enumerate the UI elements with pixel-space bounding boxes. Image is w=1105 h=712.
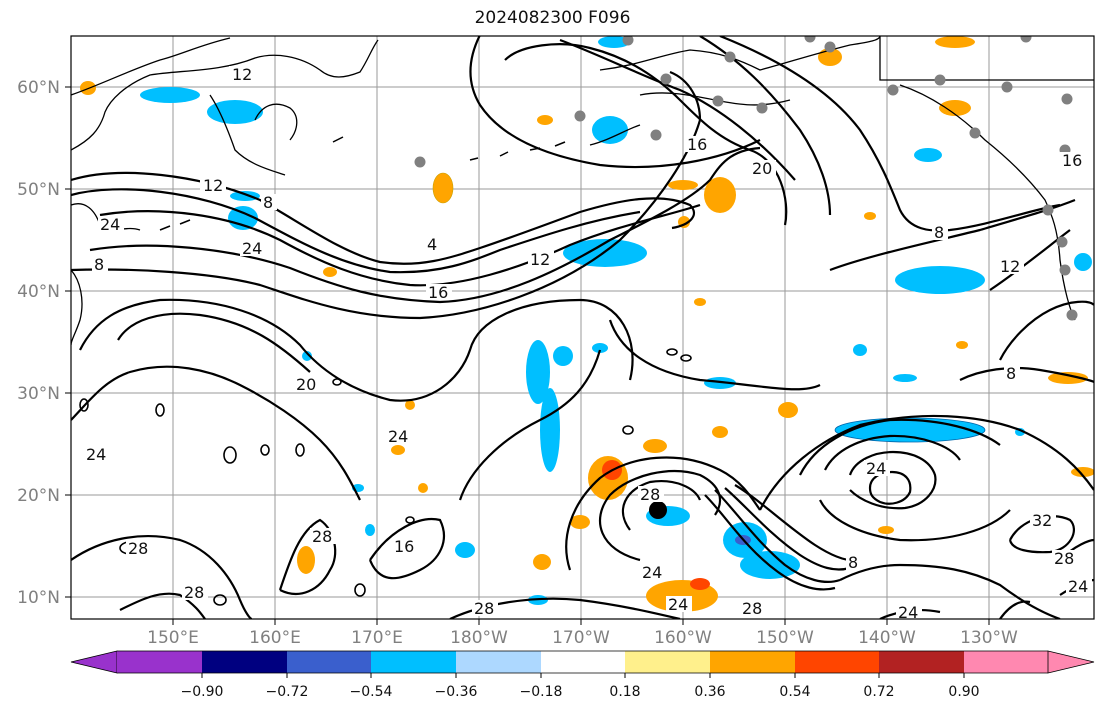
colorbar-tick-label: −0.72 bbox=[266, 684, 309, 700]
colorbar: −0.90 −0.72 −0.54 −0.36 −0.18 0.18 0.36 … bbox=[70, 650, 1095, 700]
map-panel: 12 12 8 24 24 8 4 12 16 16 20 8 12 bbox=[71, 36, 1094, 622]
contour-label: 28 bbox=[640, 485, 660, 504]
small-contours bbox=[79, 348, 692, 606]
contour-label: 8 bbox=[848, 553, 858, 572]
lon-label: 170°E bbox=[351, 628, 403, 648]
contour-label: 4 bbox=[427, 235, 437, 254]
contour-labels: 12 12 8 24 24 8 4 12 16 16 20 8 12 bbox=[84, 65, 1092, 622]
contour-label: 16 bbox=[1062, 151, 1082, 170]
lon-label: 160°W bbox=[654, 628, 712, 648]
colorbar-swatch bbox=[456, 651, 541, 673]
contour-label: 28 bbox=[474, 599, 494, 618]
colorbar-swatch bbox=[117, 651, 202, 673]
lat-label: 60°N bbox=[17, 78, 60, 98]
contour-label: 12 bbox=[203, 176, 223, 195]
lat-label: 20°N bbox=[17, 486, 60, 506]
contour-label: 12 bbox=[232, 65, 252, 84]
contour-label: 24 bbox=[100, 215, 120, 234]
contour-label: 24 bbox=[86, 445, 106, 464]
station-markers bbox=[414, 36, 1078, 321]
contour-label: 24 bbox=[388, 427, 408, 446]
contour-label: 28 bbox=[184, 583, 204, 602]
colorbar-swatch bbox=[710, 651, 795, 673]
map-title: 2024082300 F096 bbox=[474, 8, 631, 28]
contour-label: 28 bbox=[1054, 549, 1074, 568]
lon-label: 140°W bbox=[858, 628, 916, 648]
contour-label: 24 bbox=[668, 595, 688, 614]
contour-label: 28 bbox=[312, 527, 332, 546]
contour-label: 8 bbox=[934, 223, 944, 242]
colorbar-tick-label: 0.54 bbox=[779, 684, 810, 700]
contour-label: 24 bbox=[642, 563, 662, 582]
coastlines bbox=[71, 36, 1094, 346]
lat-label: 40°N bbox=[17, 282, 60, 302]
colorbar-swatch bbox=[625, 651, 710, 673]
lon-label: 150°W bbox=[756, 628, 814, 648]
lon-label: 150°E bbox=[147, 628, 199, 648]
colorbar-swatch bbox=[795, 651, 879, 673]
contour-label: 20 bbox=[296, 375, 316, 394]
colorbar-swatch bbox=[541, 651, 625, 673]
storm-center-marker bbox=[649, 501, 667, 519]
lon-label: 160°E bbox=[249, 628, 301, 648]
colorbar-tick-label: −0.54 bbox=[350, 684, 393, 700]
lat-label: 10°N bbox=[17, 588, 60, 608]
colorbar-low-extend bbox=[70, 650, 118, 674]
colorbar-tick-label: −0.36 bbox=[435, 684, 478, 700]
colorbar-tick-label: 0.18 bbox=[609, 684, 640, 700]
contour-label: 28 bbox=[128, 539, 148, 558]
contour-label: 16 bbox=[687, 135, 707, 154]
colorbar-tick-label: 0.36 bbox=[694, 684, 725, 700]
colorbar-swatch bbox=[202, 651, 287, 673]
island-chain bbox=[159, 136, 566, 231]
contour-label: 8 bbox=[94, 255, 104, 274]
colorbar-tick-label: −0.90 bbox=[181, 684, 224, 700]
lon-label: 180°W bbox=[450, 628, 508, 648]
contour-label: 24 bbox=[866, 459, 886, 478]
contour-label: 20 bbox=[752, 159, 772, 178]
colorbar-swatch bbox=[879, 651, 964, 673]
colorbar-tick-label: 0.90 bbox=[948, 684, 979, 700]
colorbar-swatch bbox=[287, 651, 371, 673]
map-frame bbox=[70, 35, 1095, 620]
contour-label: 16 bbox=[394, 537, 414, 556]
lon-label: 130°W bbox=[960, 628, 1018, 648]
contour-label: 12 bbox=[1000, 257, 1020, 276]
lon-axis: 150°E 160°E 170°E 180°W 170°W 160°W 150°… bbox=[147, 619, 1018, 648]
contour-label: 24 bbox=[242, 239, 262, 258]
colorbar-swatch bbox=[964, 651, 1048, 673]
lon-label: 170°W bbox=[552, 628, 610, 648]
contour-label: 8 bbox=[263, 193, 273, 212]
contour-label: 32 bbox=[1032, 511, 1052, 530]
colorbar-swatch bbox=[371, 651, 456, 673]
contour-label: 24 bbox=[898, 603, 918, 622]
contour-label: 28 bbox=[742, 599, 762, 618]
lat-label: 30°N bbox=[17, 384, 60, 404]
colorbar-tick-label: −0.18 bbox=[520, 684, 563, 700]
contour-label: 8 bbox=[1006, 364, 1016, 383]
lat-axis: 60°N 50°N 40°N 30°N 20°N 10°N bbox=[17, 78, 71, 608]
contour-label: 16 bbox=[428, 283, 448, 302]
colorbar-high-extend bbox=[1047, 650, 1095, 674]
contour-label: 12 bbox=[530, 250, 550, 269]
colorbar-tick-label: 0.72 bbox=[863, 684, 894, 700]
contour-label: 24 bbox=[1068, 577, 1088, 596]
lat-label: 50°N bbox=[17, 180, 60, 200]
